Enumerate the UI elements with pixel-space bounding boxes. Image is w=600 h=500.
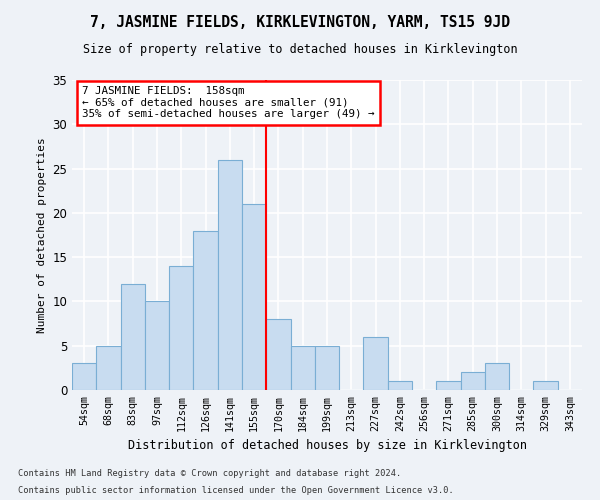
Bar: [436, 381, 461, 390]
Bar: [315, 346, 339, 390]
Bar: [145, 302, 169, 390]
Bar: [364, 337, 388, 390]
X-axis label: Distribution of detached houses by size in Kirklevington: Distribution of detached houses by size …: [128, 439, 527, 452]
Bar: [193, 230, 218, 390]
Bar: [169, 266, 193, 390]
Text: 7 JASMINE FIELDS:  158sqm
← 65% of detached houses are smaller (91)
35% of semi-: 7 JASMINE FIELDS: 158sqm ← 65% of detach…: [82, 86, 374, 120]
Bar: [72, 364, 96, 390]
Bar: [242, 204, 266, 390]
Bar: [485, 364, 509, 390]
Bar: [266, 319, 290, 390]
Bar: [218, 160, 242, 390]
Y-axis label: Number of detached properties: Number of detached properties: [37, 137, 47, 333]
Text: Contains HM Land Registry data © Crown copyright and database right 2024.: Contains HM Land Registry data © Crown c…: [18, 468, 401, 477]
Text: Size of property relative to detached houses in Kirklevington: Size of property relative to detached ho…: [83, 42, 517, 56]
Bar: [290, 346, 315, 390]
Bar: [121, 284, 145, 390]
Bar: [388, 381, 412, 390]
Bar: [533, 381, 558, 390]
Text: Contains public sector information licensed under the Open Government Licence v3: Contains public sector information licen…: [18, 486, 454, 495]
Text: 7, JASMINE FIELDS, KIRKLEVINGTON, YARM, TS15 9JD: 7, JASMINE FIELDS, KIRKLEVINGTON, YARM, …: [90, 15, 510, 30]
Bar: [96, 346, 121, 390]
Bar: [461, 372, 485, 390]
